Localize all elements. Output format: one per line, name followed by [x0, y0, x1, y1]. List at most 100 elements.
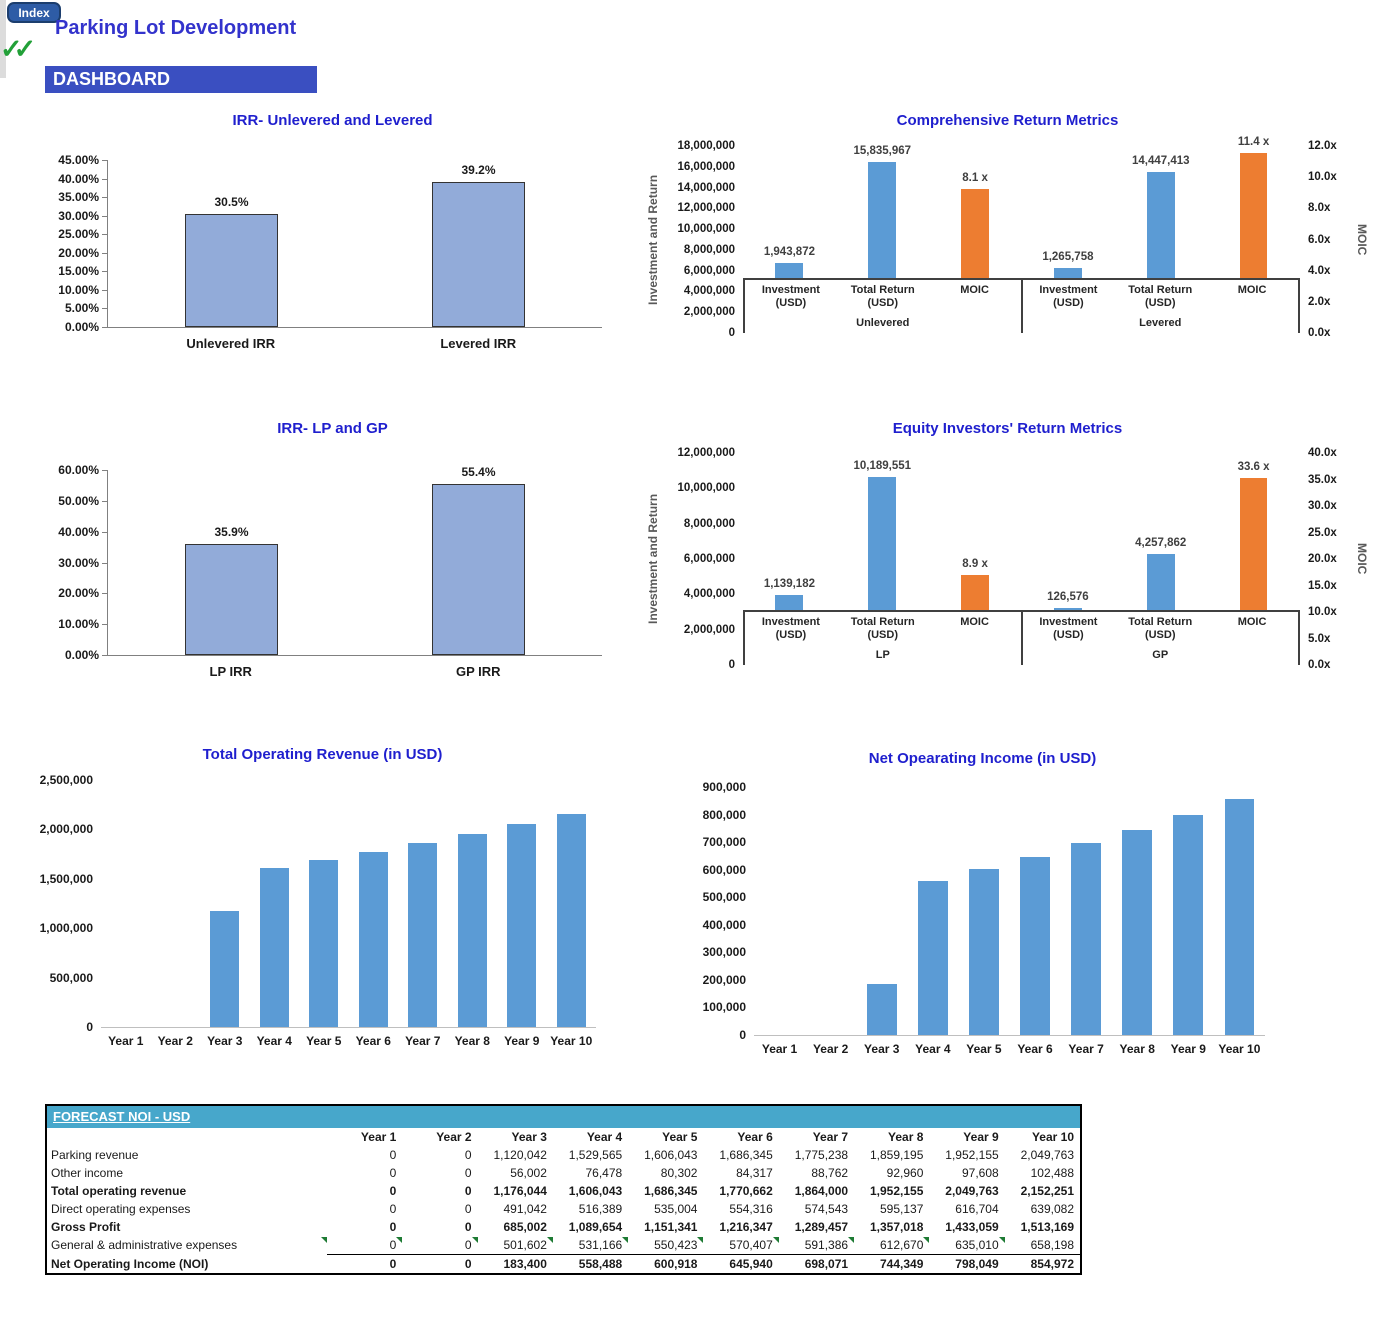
row-label-cell[interactable]: Total operating revenue: [51, 1184, 187, 1198]
value-cell[interactable]: 501,602: [478, 1236, 554, 1255]
value-cell[interactable]: 1,606,043: [644, 1148, 698, 1162]
value-cell[interactable]: 535,004: [654, 1202, 698, 1216]
value-cell[interactable]: 639,082: [1030, 1202, 1074, 1216]
value-cell[interactable]: 570,407: [703, 1236, 780, 1255]
column-header-cell[interactable]: Year 5: [662, 1130, 698, 1144]
index-button[interactable]: Index: [7, 2, 61, 23]
value-cell[interactable]: 1,864,000: [794, 1184, 849, 1198]
value-cell[interactable]: 1,952,155: [945, 1148, 999, 1162]
y-axis-tick-label: 10.0x: [1308, 171, 1337, 184]
value-cell[interactable]: 0: [389, 1202, 397, 1216]
value-cell[interactable]: 574,543: [804, 1202, 849, 1216]
value-cell[interactable]: 92,960: [886, 1166, 924, 1180]
value-cell[interactable]: 635,010: [929, 1236, 1005, 1255]
value-cell[interactable]: 658,198: [1030, 1238, 1074, 1252]
value-cell[interactable]: 1,289,457: [794, 1220, 849, 1234]
y-axis-tick-mark: [102, 160, 107, 161]
plot-region: [101, 780, 596, 1028]
value-cell[interactable]: 595,137: [879, 1202, 924, 1216]
row-label-cell[interactable]: Direct operating expenses: [51, 1202, 191, 1216]
bar: [1122, 829, 1153, 1035]
value-cell[interactable]: 2,049,763: [1020, 1148, 1074, 1162]
value-cell[interactable]: 0: [402, 1236, 478, 1255]
column-header-cell[interactable]: Year 8: [888, 1130, 924, 1144]
value-cell[interactable]: 685,002: [503, 1220, 547, 1234]
column-header-cell[interactable]: Year 9: [963, 1130, 999, 1144]
column-header-cell[interactable]: Year 3: [511, 1130, 547, 1144]
value-cell[interactable]: 56,002: [510, 1166, 547, 1180]
value-cell[interactable]: 0: [389, 1220, 397, 1234]
value-cell[interactable]: 88,762: [811, 1166, 849, 1180]
value-cell[interactable]: 0: [327, 1236, 403, 1255]
row-label-cell[interactable]: General & administrative expenses: [47, 1236, 327, 1255]
value-cell[interactable]: 531,166: [553, 1236, 629, 1255]
row-label-cell[interactable]: Other income: [51, 1166, 124, 1180]
value-cell[interactable]: 0: [402, 1254, 478, 1273]
value-cell[interactable]: 1,176,044: [493, 1184, 547, 1198]
value-cell[interactable]: 854,972: [1004, 1254, 1080, 1273]
value-cell[interactable]: 591,386: [779, 1236, 855, 1255]
value-cell[interactable]: 0: [389, 1166, 397, 1180]
value-cell[interactable]: 0: [389, 1148, 397, 1162]
column-header-cell[interactable]: Year 2: [436, 1130, 472, 1144]
value-cell[interactable]: 0: [464, 1148, 472, 1162]
value-cell[interactable]: 102,488: [1030, 1166, 1074, 1180]
value-cell[interactable]: 1,433,059: [945, 1220, 999, 1234]
value-cell[interactable]: 1,770,662: [719, 1184, 773, 1198]
value-cell[interactable]: 0: [464, 1184, 472, 1198]
column-header-cell[interactable]: Year 1: [360, 1130, 397, 1144]
value-cell[interactable]: 80,302: [660, 1166, 698, 1180]
column-header-cell[interactable]: Year 6: [737, 1130, 773, 1144]
value-cell[interactable]: 84,317: [736, 1166, 773, 1180]
value-cell[interactable]: 0: [327, 1254, 403, 1273]
value-cell[interactable]: 1,952,155: [869, 1184, 924, 1198]
value-cell[interactable]: 0: [464, 1220, 472, 1234]
value-cell[interactable]: 491,042: [503, 1202, 547, 1216]
value-cell[interactable]: 600,918: [628, 1254, 704, 1273]
value-cell[interactable]: 76,478: [585, 1166, 623, 1180]
y-axis-tick-label: 35.0x: [1308, 473, 1337, 486]
value-cell[interactable]: 2,152,251: [1020, 1184, 1074, 1198]
column-header-cell[interactable]: Year 4: [586, 1130, 623, 1144]
value-cell[interactable]: 1,216,347: [719, 1220, 773, 1234]
value-cell[interactable]: 183,400: [477, 1254, 553, 1273]
y-axis-tick-label: 10.00%: [58, 282, 99, 297]
row-label-cell[interactable]: Gross Profit: [51, 1220, 121, 1234]
row-label-cell[interactable]: Net Operating Income (NOI): [51, 1256, 209, 1271]
value-cell[interactable]: 1,606,043: [568, 1184, 623, 1198]
value-cell[interactable]: 1,775,238: [794, 1148, 849, 1162]
column-header-cell[interactable]: Year 7: [812, 1130, 849, 1144]
value-cell[interactable]: 1,151,341: [644, 1220, 698, 1234]
y-axis-tick-mark: [102, 327, 107, 328]
category-group: Investment (USD) Total Return (USD) MOIC Unle…: [745, 280, 1021, 334]
value-cell[interactable]: 554,316: [729, 1202, 773, 1216]
value-cell[interactable]: 1,120,042: [493, 1148, 547, 1162]
value-cell[interactable]: 0: [464, 1202, 472, 1216]
value-cell[interactable]: 698,071: [778, 1254, 855, 1273]
value-cell[interactable]: 1,686,345: [719, 1148, 773, 1162]
value-cell[interactable]: 1,686,345: [644, 1184, 698, 1198]
value-cell[interactable]: 1,513,169: [1020, 1220, 1074, 1234]
group-label: Levered: [1139, 317, 1182, 329]
value-cell[interactable]: 1,859,195: [869, 1148, 924, 1162]
value-cell[interactable]: 550,423: [628, 1236, 704, 1255]
value-cell[interactable]: 1,089,654: [568, 1220, 623, 1234]
value-cell[interactable]: 616,704: [955, 1202, 999, 1216]
value-cell[interactable]: 516,389: [578, 1202, 623, 1216]
value-cell[interactable]: 1,357,018: [869, 1220, 924, 1234]
value-cell[interactable]: 0: [464, 1166, 472, 1180]
value-cell[interactable]: 798,049: [929, 1254, 1005, 1273]
value-cell[interactable]: 0: [389, 1184, 397, 1198]
value-cell[interactable]: 1,529,565: [568, 1148, 623, 1162]
x-category-label: Year 3: [207, 1034, 243, 1048]
value-cell[interactable]: 97,608: [961, 1166, 999, 1180]
row-label-cell[interactable]: Parking revenue: [51, 1148, 139, 1162]
value-cell[interactable]: 612,670: [854, 1236, 930, 1255]
y-axis-tick-label: 30.00%: [58, 208, 99, 223]
value-cell[interactable]: 558,488: [552, 1254, 629, 1273]
corner-cell[interactable]: [47, 1128, 327, 1146]
column-header-cell[interactable]: Year 10: [1031, 1130, 1074, 1144]
value-cell[interactable]: 645,940: [703, 1254, 779, 1273]
value-cell[interactable]: 744,349: [854, 1254, 930, 1273]
value-cell[interactable]: 2,049,763: [945, 1184, 999, 1198]
